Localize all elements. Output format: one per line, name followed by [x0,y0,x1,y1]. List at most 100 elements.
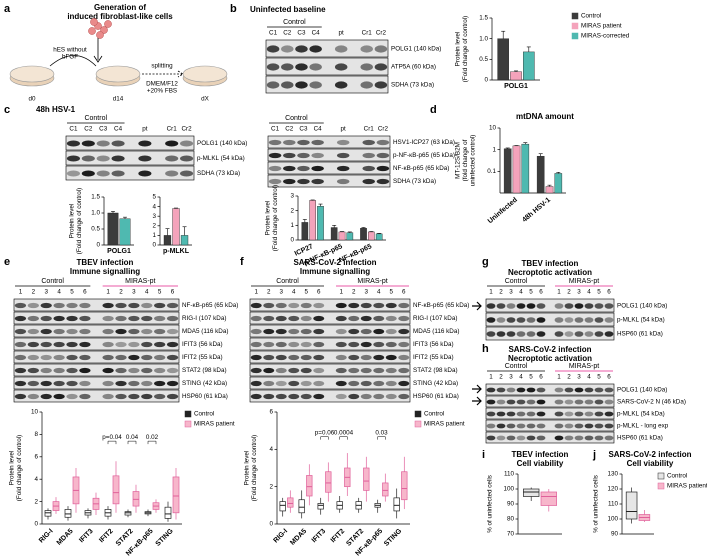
blot-strip [267,161,391,175]
y-axis-label: uninfected control) [470,135,477,187]
blot-label: MDA5 (116 kDa) [413,328,459,335]
band [66,393,78,400]
band [311,139,324,146]
band [268,152,282,159]
band [166,354,179,361]
band [398,367,410,374]
band [14,354,27,361]
x-tick-label: p-MLKL [163,248,190,255]
box [298,499,305,514]
cell [90,18,98,26]
band [66,367,78,374]
band [102,341,114,348]
panel-label: a [4,3,11,15]
blot-label: MDA5 (116 kDa) [182,328,228,335]
blot-strip [13,389,180,403]
x-tick-label: IFIT2 [98,528,115,545]
band [153,393,166,400]
band [250,354,262,361]
band [27,341,40,348]
band [111,170,125,177]
band [373,393,385,400]
band [334,63,348,71]
lane-label: 2 [567,374,571,381]
band [574,435,584,441]
annotation: p=0.04 [102,434,122,441]
annotation: DMEM/F12 [146,81,178,88]
lane-label: 2 [352,289,356,296]
band [66,380,78,387]
blot-label: p-MLKL (54 kDa) [617,411,665,418]
blot-label: IFIT2 (55 kDa) [413,354,454,361]
bar [512,145,521,194]
band [96,140,110,147]
blot-label: p-NF-κB-p65 (65 kDa) [393,152,455,159]
band [297,165,310,172]
bar [301,222,309,241]
band [288,380,300,387]
band [486,303,496,309]
y-tick-label: 0 [152,242,156,249]
lane-label: 2 [499,374,503,381]
band [554,331,564,337]
lane-label: 6 [607,374,611,381]
band [564,411,574,417]
band [14,328,27,335]
band [53,380,65,387]
lane-label: 6 [539,289,543,296]
blot-strip [265,57,389,76]
band [594,331,604,337]
blot-strip [249,298,411,312]
y-tick-label: 0 [484,77,488,84]
band [300,367,312,374]
band [300,380,312,387]
band [180,140,194,147]
band [594,387,604,393]
lane-label: 5 [529,289,533,296]
band [373,315,385,322]
lane-label: pt [341,126,347,133]
band [79,354,91,361]
blot-label: NF-κB-p65 (65 kDa) [413,302,469,309]
band [14,302,27,309]
y-tick-label: 3 [152,213,156,220]
band [486,411,496,417]
band [263,302,275,309]
blot-strip [265,75,389,94]
band [564,317,574,323]
panel-title: SARS-CoV-2 infection [293,258,376,267]
lane-label: C3 [299,126,308,133]
annotation: 0.0004 [334,429,354,436]
blot-label: IFIT3 (56 kDa) [182,341,223,348]
band [300,302,312,309]
band [300,315,312,322]
band [288,302,300,309]
y-tick-label: 3 [290,193,294,200]
blot-label: ATP5A (60 kDa) [391,64,436,71]
band [111,155,125,162]
band [536,423,546,429]
band [128,393,140,400]
y-tick-label: 6 [269,409,273,416]
band [275,367,287,374]
band [180,170,194,177]
legend-swatch [571,12,579,20]
band [275,380,287,387]
band [288,367,300,374]
bar [521,143,530,194]
bracket [320,436,329,440]
lane-label: 1 [339,289,343,296]
lane-label: 3 [577,289,581,296]
band [336,165,350,172]
blot-strip [485,312,615,327]
legend-swatch [414,420,422,428]
group-label: MIRAS-pt [569,278,599,285]
bracket [377,436,386,440]
band [153,315,166,322]
box [317,503,324,510]
band [53,354,65,361]
x-tick-label: 48h HSV-1 [521,197,552,224]
box [325,471,332,493]
band [266,63,280,71]
